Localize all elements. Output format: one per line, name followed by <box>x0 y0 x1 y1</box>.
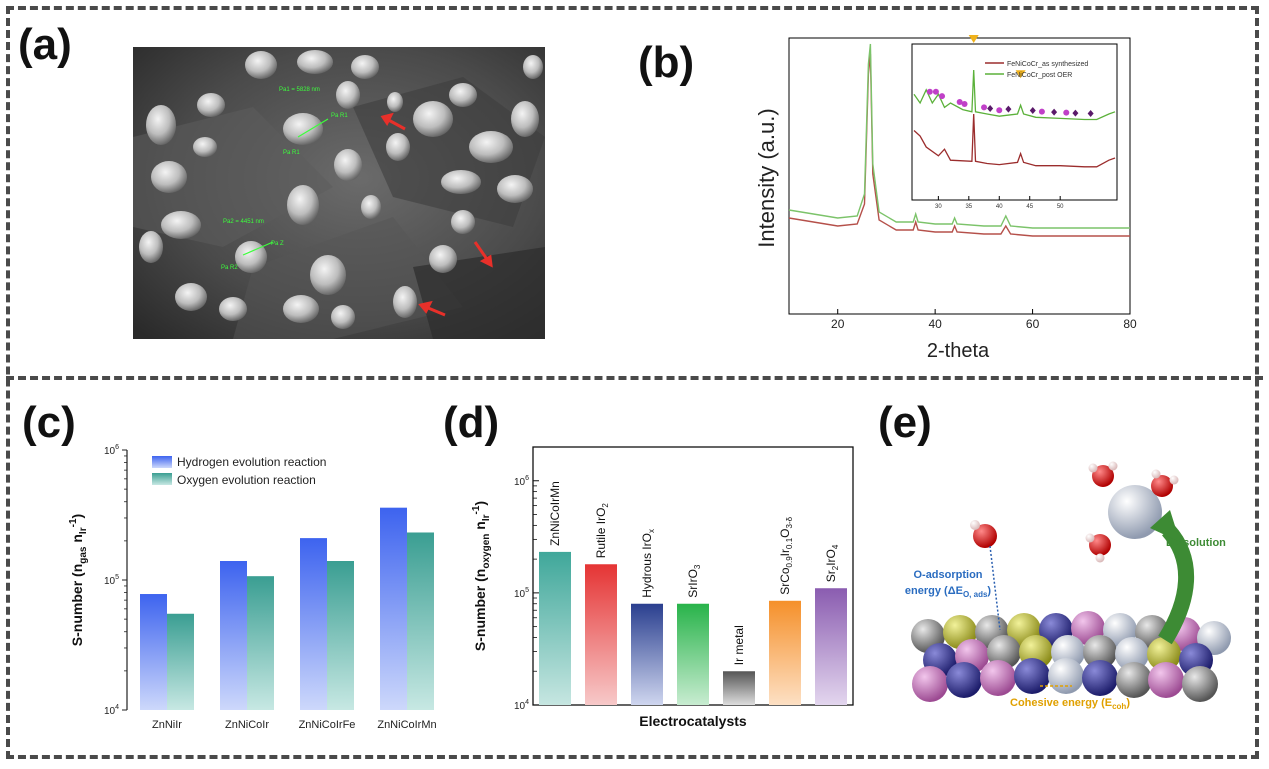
sem-measurement-annotations: Pa1 = 5828 nm Pa R1 Pa R1 Pa2 = 4451 nm … <box>221 87 348 271</box>
figure-frame <box>6 6 1259 759</box>
sem-label-pa-z2: Pa R1 <box>331 113 348 119</box>
sem-micrograph: Pa1 = 5828 nm Pa R1 Pa R1 Pa2 = 4451 nm … <box>133 47 545 339</box>
sem-particles <box>139 50 543 329</box>
sem-label-pa1: Pa1 = 5828 nm <box>279 87 320 93</box>
panel-label-d: (d) <box>443 398 500 447</box>
panel-label-b: (b) <box>638 38 695 87</box>
sem-label-pa2: Pa2 = 4451 nm <box>223 219 264 225</box>
panel-label-c: (c) <box>22 398 76 447</box>
sem-label-pa-r2: Pa R2 <box>221 265 238 271</box>
sem-label-pa-z: Pa Z <box>271 241 284 247</box>
row-divider <box>6 376 1263 380</box>
panel-label-a: (a) <box>18 20 72 69</box>
sem-label-pa-r1: Pa R1 <box>283 150 300 156</box>
panel-label-e: (e) <box>878 398 932 447</box>
sem-red-arrows <box>380 112 493 317</box>
